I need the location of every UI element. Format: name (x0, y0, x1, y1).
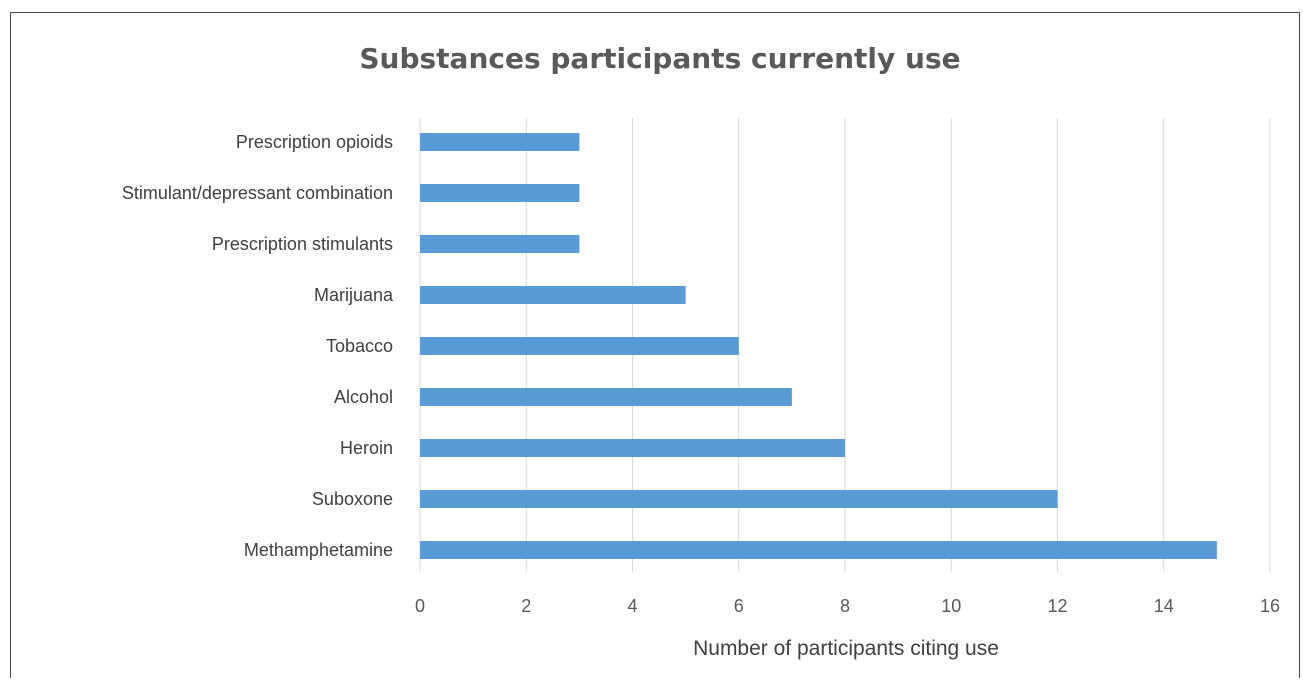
x-tick-label: 4 (627, 596, 637, 616)
bar (420, 184, 580, 202)
category-label: Alcohol (334, 387, 393, 407)
category-labels: Prescription opioids Stimulant/depressant… (122, 132, 394, 560)
x-tick-label: 14 (1154, 596, 1174, 616)
x-axis-title: Number of participants citing use (693, 637, 999, 660)
category-label: Suboxone (312, 489, 393, 509)
category-label: Methamphetamine (244, 540, 393, 560)
bar (420, 235, 580, 253)
bar (420, 133, 580, 151)
x-tick-label: 16 (1260, 596, 1280, 616)
x-tick-label: 8 (840, 596, 850, 616)
x-tick-label: 6 (734, 596, 744, 616)
chart-title: Substances participants currently use (359, 42, 960, 75)
bar (420, 286, 686, 304)
x-tick-labels: 0 2 4 6 8 10 12 14 16 (415, 596, 1280, 616)
x-tick-label: 10 (941, 596, 961, 616)
bar (420, 541, 1217, 559)
category-label: Prescription opioids (236, 132, 393, 152)
category-label: Stimulant/depressant combination (122, 183, 393, 203)
x-tick-label: 0 (415, 596, 425, 616)
category-label: Tobacco (326, 336, 393, 356)
bars (420, 133, 1217, 559)
x-tick-label: 2 (521, 596, 531, 616)
bar (420, 490, 1058, 508)
category-label: Prescription stimulants (212, 234, 393, 254)
bar (420, 439, 845, 457)
bar (420, 388, 792, 406)
bar (420, 337, 739, 355)
category-label: Heroin (340, 438, 393, 458)
category-label: Marijuana (314, 285, 394, 305)
x-tick-label: 12 (1047, 596, 1067, 616)
